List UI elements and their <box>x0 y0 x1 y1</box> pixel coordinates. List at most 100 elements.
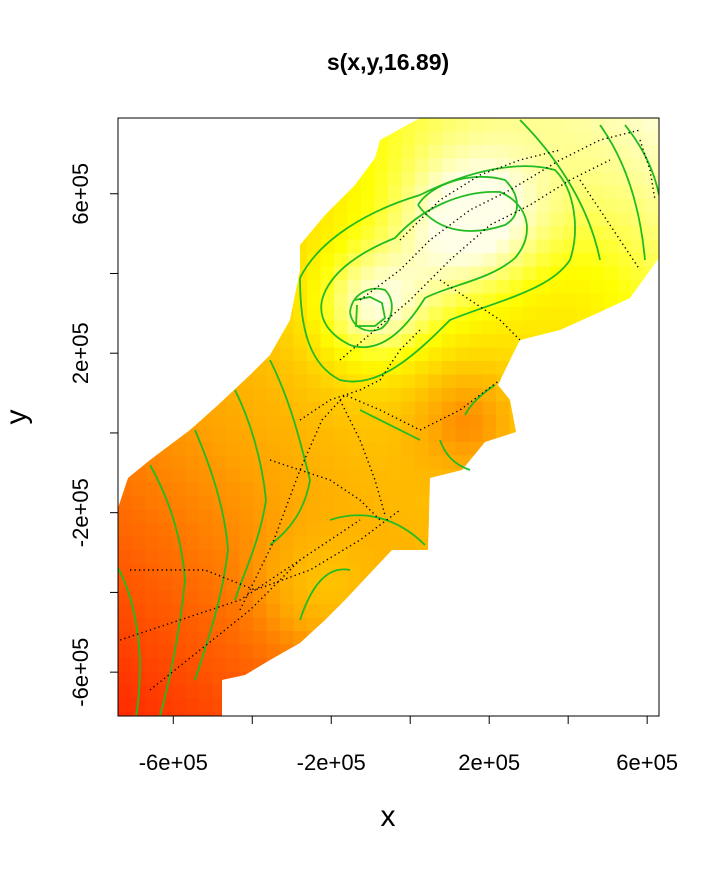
heatmap-cell <box>590 388 605 403</box>
heatmap-cell <box>185 131 200 146</box>
heatmap-cell <box>604 320 619 335</box>
heatmap-cell <box>280 550 295 565</box>
heatmap-cell <box>172 199 187 214</box>
heatmap-cell <box>212 698 227 713</box>
heatmap-cell <box>118 428 133 443</box>
heatmap-cell <box>374 698 389 713</box>
heatmap-cell <box>455 293 470 308</box>
heatmap-cell <box>145 239 160 254</box>
heatmap-cell <box>604 212 619 227</box>
heatmap-cell <box>253 199 268 214</box>
heatmap-cell <box>320 253 335 268</box>
heatmap-cell <box>577 482 592 497</box>
heatmap-cell <box>388 563 403 578</box>
heatmap-cell <box>253 172 268 187</box>
heatmap-cell <box>631 563 646 578</box>
heatmap-cell <box>496 199 511 214</box>
heatmap-cell <box>658 536 659 551</box>
heatmap-cell <box>361 428 376 443</box>
heatmap-cell <box>644 212 659 227</box>
heatmap-cell <box>428 347 443 362</box>
heatmap-cell <box>361 199 376 214</box>
heatmap-cell <box>212 428 227 443</box>
heatmap-cell <box>266 415 281 430</box>
heatmap-cell <box>145 334 160 349</box>
heatmap-cell <box>266 550 281 565</box>
heatmap-cell <box>577 685 592 700</box>
heatmap-cell <box>577 131 592 146</box>
heatmap-cell <box>415 644 430 659</box>
heatmap-cell <box>347 280 362 295</box>
heatmap-cell <box>496 644 511 659</box>
heatmap-cell <box>482 698 497 713</box>
heatmap-cell <box>658 199 659 214</box>
heatmap-cell <box>226 496 241 511</box>
heatmap-cell <box>118 455 133 470</box>
heatmap-cell <box>401 226 416 241</box>
heatmap-cell <box>293 442 308 457</box>
heatmap-cell <box>536 698 551 713</box>
heatmap-cell <box>212 199 227 214</box>
heatmap-cell <box>280 469 295 484</box>
heatmap-cell <box>563 401 578 416</box>
heatmap-cell <box>347 185 362 200</box>
contour-line <box>519 119 601 261</box>
heatmap-cell <box>158 226 173 241</box>
contour-line <box>299 165 576 383</box>
heatmap-cell <box>496 523 511 538</box>
heatmap-cell <box>523 320 538 335</box>
heatmap-cell <box>320 550 335 565</box>
heatmap-cell <box>307 685 322 700</box>
heatmap-cell <box>536 496 551 511</box>
heatmap-cell <box>550 604 565 619</box>
heatmap-cell <box>266 631 281 646</box>
heatmap-cell <box>347 266 362 281</box>
heatmap-cell <box>469 482 484 497</box>
heatmap-cell <box>199 253 214 268</box>
heatmap-cell <box>401 455 416 470</box>
heatmap-cell <box>590 280 605 295</box>
heatmap-cell <box>563 671 578 686</box>
heatmap-cell <box>145 226 160 241</box>
heatmap-cell <box>455 617 470 632</box>
heatmap-cell <box>253 334 268 349</box>
heatmap-cell <box>226 415 241 430</box>
heatmap-cell <box>212 212 227 227</box>
heatmap-cell <box>496 550 511 565</box>
heatmap-cell <box>401 442 416 457</box>
heatmap-cell <box>577 455 592 470</box>
heatmap-cell <box>131 455 146 470</box>
heatmap-cell <box>428 401 443 416</box>
heatmap-cell <box>118 604 133 619</box>
heatmap-cell <box>428 685 443 700</box>
heatmap-cell <box>482 334 497 349</box>
heatmap-cell <box>158 307 173 322</box>
heatmap-cell <box>253 361 268 376</box>
heatmap-cell <box>563 469 578 484</box>
heatmap-cell <box>185 185 200 200</box>
heatmap-cell <box>482 401 497 416</box>
heatmap-cell <box>118 185 133 200</box>
heatmap-cell <box>185 496 200 511</box>
heatmap-cell <box>118 172 133 187</box>
heatmap-cell <box>563 523 578 538</box>
heatmap-cell <box>604 536 619 551</box>
heatmap-cell <box>131 118 146 133</box>
heatmap-cell <box>347 226 362 241</box>
heatmap-cell <box>604 172 619 187</box>
heatmap-cell <box>658 631 659 646</box>
heatmap-cell <box>523 199 538 214</box>
heatmap-cell <box>158 266 173 281</box>
heatmap-cell <box>334 172 349 187</box>
heatmap-cell <box>280 185 295 200</box>
heatmap-cell <box>590 617 605 632</box>
heatmap-cell <box>212 293 227 308</box>
heatmap-cell <box>239 266 254 281</box>
heatmap-cell <box>550 293 565 308</box>
heatmap-cell <box>455 523 470 538</box>
heatmap-cell <box>185 388 200 403</box>
heatmap-cell <box>131 374 146 389</box>
heatmap-cell <box>145 658 160 673</box>
contour-line <box>359 409 421 441</box>
heatmap-cell <box>172 212 187 227</box>
